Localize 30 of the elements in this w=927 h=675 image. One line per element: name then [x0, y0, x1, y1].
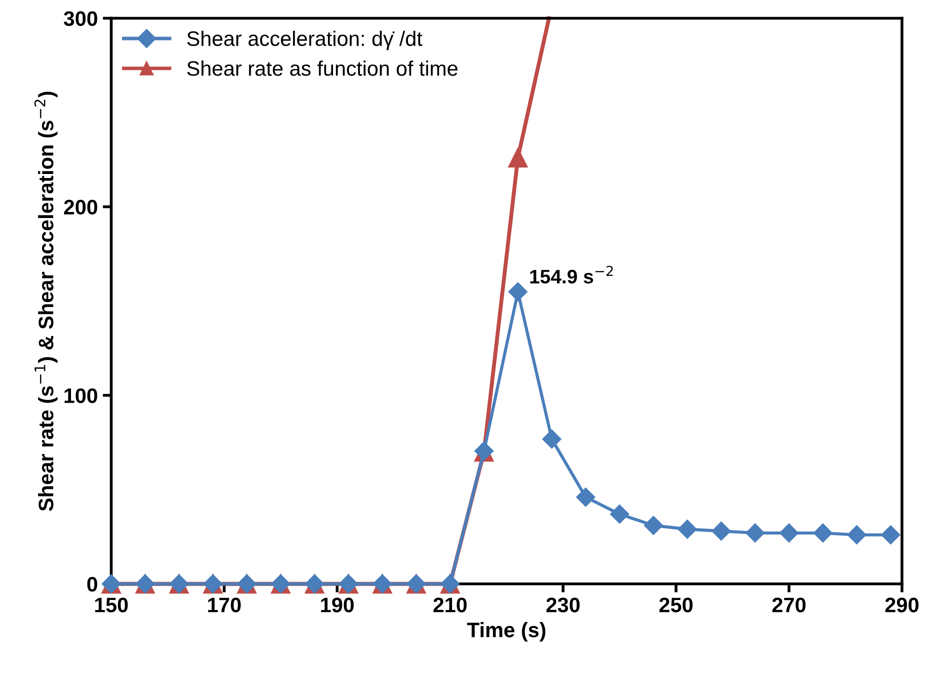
x-tick-label: 150	[95, 598, 128, 612]
point	[610, 504, 630, 524]
x-tick-label: 250	[659, 598, 693, 612]
point	[508, 282, 528, 302]
legend-label: Shear rate as function of time	[187, 60, 458, 76]
y-tick-label: 300	[64, 11, 98, 26]
point	[576, 488, 596, 507]
point	[508, 148, 528, 168]
x-tick-label: 210	[433, 598, 467, 612]
point	[779, 523, 799, 542]
point	[881, 525, 900, 544]
x-axis-title: Time (s)	[467, 622, 546, 642]
x-tick-label: 230	[546, 598, 580, 612]
point	[678, 520, 697, 539]
point	[712, 522, 731, 541]
point	[847, 525, 866, 544]
y-axis-title: Shear rate (s$^{−1}$) & Shear acceleration (s$^{−2}$)	[34, 92, 58, 511]
x-tick-label: 170	[208, 598, 241, 612]
x-tick-label: 270	[772, 598, 806, 612]
point	[813, 523, 832, 542]
point	[746, 523, 765, 542]
y-tick-label: 100	[64, 388, 98, 404]
y-tick-label: 200	[64, 200, 98, 215]
point	[542, 430, 562, 449]
legend-label: Shear acceleration: dγ̇ /dt	[187, 30, 422, 50]
annotation: 154.9 s$^{−2}$	[530, 266, 613, 284]
x-tick-label: 190	[321, 598, 354, 612]
y-tick-label: 0	[87, 576, 98, 592]
point	[644, 516, 663, 535]
x-tick-label: 290	[885, 598, 918, 612]
